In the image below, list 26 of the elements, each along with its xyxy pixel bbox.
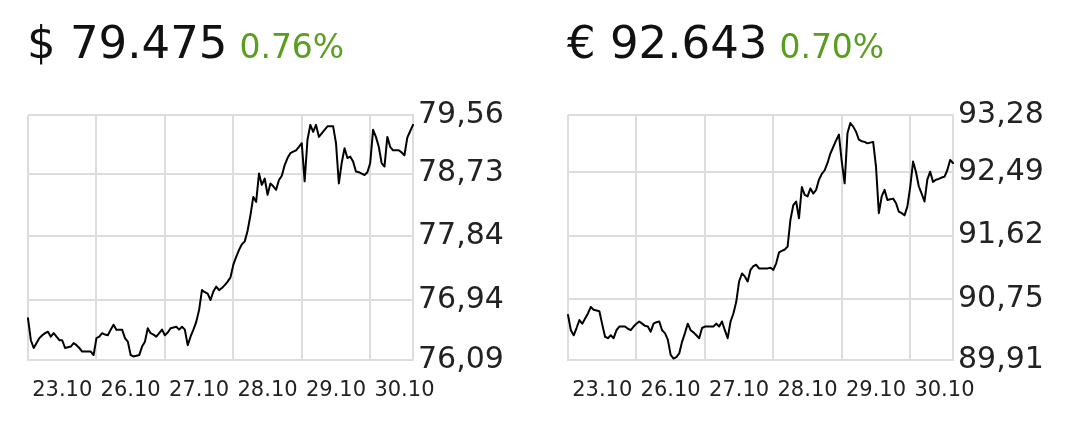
y-tick-label: 76,94 [418,279,504,315]
y-tick-label: 79,56 [418,94,504,130]
x-tick-label: 23.10 [32,377,93,402]
x-tick-label: 27.10 [169,377,230,402]
y-tick-label: 77,84 [418,216,504,252]
chart-subtitle: 0.70% [779,27,885,66]
x-tick-label: 29.10 [305,377,367,402]
chart-subtitle: 0.76% [239,27,345,66]
x-tick-label: 28.10 [777,377,838,402]
x-tick-label: 26.10 [640,377,701,402]
y-tick-label: 89,91 [958,339,1044,375]
x-tick-label: 23.10 [572,377,633,402]
y-tick-label: 93,28 [958,94,1044,130]
chart-title: $ 79.475 [27,16,228,69]
x-tick-label: 28.10 [237,377,298,402]
y-tick-label: 92,49 [958,152,1044,188]
x-tick-label: 30.10 [374,377,435,402]
x-tick-label: 26.10 [100,377,161,402]
y-tick-label: 91,62 [958,215,1044,251]
x-tick-label: 27.10 [709,377,770,402]
x-tick-label: 29.10 [845,377,907,402]
x-tick-label: 30.10 [914,377,975,402]
y-tick-label: 90,75 [958,278,1044,314]
y-tick-label: 76,09 [418,339,504,375]
y-tick-label: 78,73 [418,153,504,189]
chart-title: € 92.643 [567,16,768,69]
